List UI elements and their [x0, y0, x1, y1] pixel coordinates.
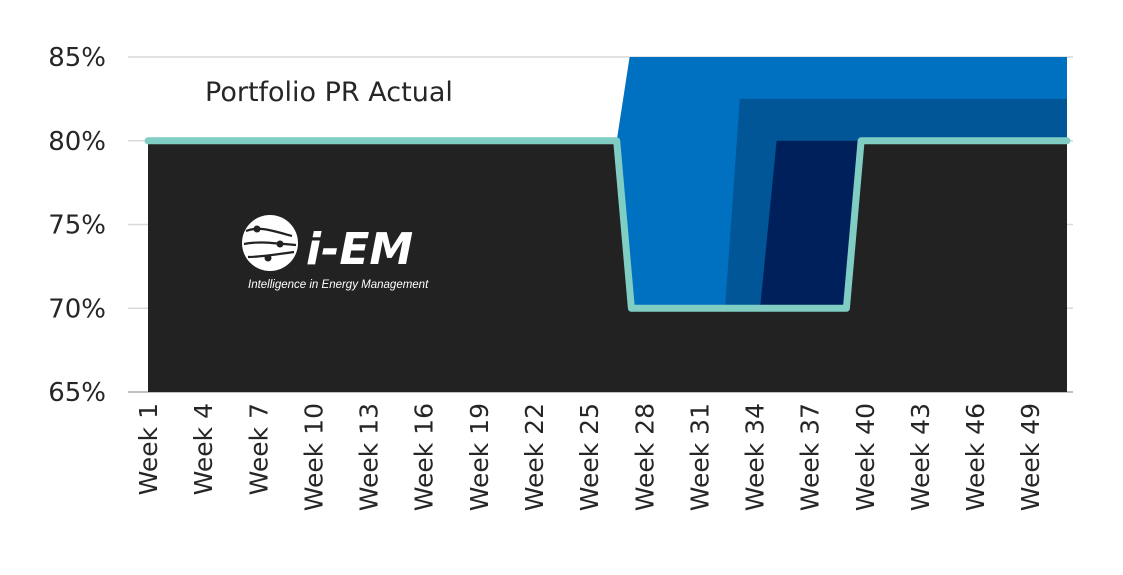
logo-name: i-EM — [306, 224, 413, 275]
x-tick-label: Week 28 — [630, 403, 659, 511]
series-line — [144, 137, 1071, 312]
x-tick-label: Week 40 — [851, 403, 880, 511]
x-tick-label: Week 1 — [134, 403, 163, 495]
x-tick-label: Week 13 — [355, 403, 384, 511]
x-tick-label: Week 19 — [465, 403, 494, 511]
x-tick-label: Week 37 — [796, 403, 825, 511]
y-axis-ticks: 65% 70% 75% 80% 85% — [48, 43, 106, 408]
x-tick-label: Week 31 — [685, 403, 714, 511]
y-tick-label: 80% — [48, 127, 106, 157]
y-tick-label: 75% — [48, 211, 106, 241]
x-tick-label: Week 22 — [520, 403, 549, 511]
x-tick-label: Week 16 — [410, 403, 439, 511]
y-tick-label: 65% — [48, 378, 106, 408]
x-tick-label: Week 49 — [1016, 403, 1045, 511]
x-tick-label: Week 10 — [299, 403, 328, 511]
y-tick-label: 85% — [48, 43, 106, 73]
x-tick-label: Week 25 — [575, 403, 604, 511]
logo-globe-icon — [242, 215, 298, 271]
plot-area — [144, 57, 1071, 392]
x-tick-label: Week 34 — [741, 403, 770, 511]
x-axis-ticks: Week 1 Week 4 Week 7 Week 10 Week 13 Week 16 W… — [134, 403, 1045, 511]
x-tick-label: Week 43 — [906, 403, 935, 511]
logo-tagline: Intelligence in Energy Management — [248, 279, 429, 291]
series-label: Portfolio PR Actual — [205, 77, 453, 108]
y-tick-label: 70% — [48, 294, 106, 324]
band-3 — [760, 140, 862, 309]
i-em-logo: i-EM Intelligence in Energy Management — [242, 215, 429, 291]
x-tick-label: Week 4 — [189, 403, 218, 495]
x-tick-label: Week 7 — [244, 403, 273, 495]
x-tick-label: Week 46 — [961, 403, 990, 511]
area-fill — [148, 140, 1067, 392]
